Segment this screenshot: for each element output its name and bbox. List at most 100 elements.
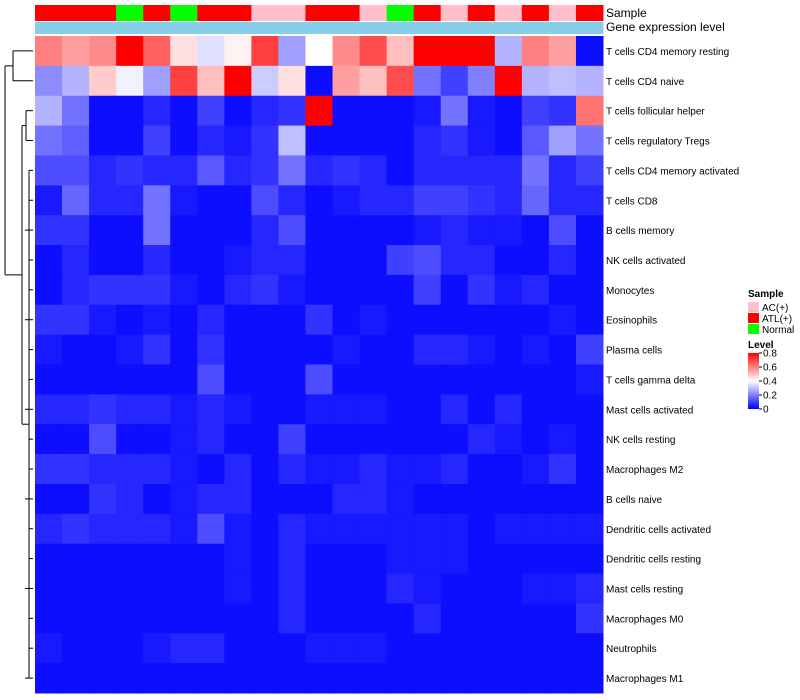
legend-level-tick-label: 0.8 [763, 349, 777, 360]
heatmap-cell [467, 454, 496, 485]
heatmap-cell [575, 334, 604, 365]
heatmap-cell [332, 334, 361, 365]
heatmap-cell [521, 394, 550, 425]
heatmap-cell [467, 274, 496, 306]
heatmap-cell [359, 185, 388, 216]
heatmap-cell [440, 513, 469, 545]
row-dendrogram [4, 50, 33, 679]
heatmap-cell [413, 573, 442, 604]
heatmap-cell [386, 633, 415, 664]
heatmap-cell [116, 125, 144, 156]
heatmap-cell [278, 304, 306, 336]
heatmap-cell [332, 245, 361, 276]
heatmap-cell [386, 394, 415, 425]
heatmap-cell [332, 274, 361, 306]
heatmap-cell [413, 334, 442, 365]
heatmap-cell [62, 65, 90, 97]
heatmap-cell [440, 125, 469, 156]
heatmap-cell [440, 424, 469, 455]
heatmap-cell [116, 424, 144, 455]
row-label: T cells CD4 memory activated [606, 166, 739, 177]
heatmap-cell [467, 245, 496, 276]
heatmap-cell [278, 394, 306, 425]
heatmap-cell [575, 364, 604, 395]
heatmap-cell [89, 245, 117, 276]
heatmap-cell [413, 364, 442, 395]
heatmap-cell [89, 36, 117, 67]
heatmap-cell [116, 364, 144, 395]
heatmap-cell [467, 573, 496, 604]
heatmap-cell [224, 155, 252, 186]
sample-annotation-cell [251, 5, 279, 21]
heatmap-cell [386, 424, 415, 455]
heatmap-cell [62, 95, 90, 127]
sample-annotation-cell [116, 5, 144, 21]
heatmap-cell [251, 543, 279, 575]
heatmap-cell [278, 215, 306, 246]
heatmap-cell [386, 155, 415, 186]
heatmap-cell [143, 603, 171, 634]
heatmap-cell [224, 454, 252, 485]
legend-entry-label: AC(+) [762, 303, 788, 314]
heatmap-cell [548, 424, 577, 455]
heatmap-cell [467, 424, 496, 455]
heatmap-cell [35, 543, 63, 575]
heatmap-cell [143, 334, 171, 365]
heatmap-cell [305, 304, 334, 336]
heatmap-cell [575, 36, 604, 67]
heatmap-cell [143, 573, 171, 604]
heatmap-cell [467, 603, 496, 634]
heatmap-cell [251, 603, 279, 634]
heatmap-cell [35, 573, 63, 604]
annotation-label-expression: Gene expression level [606, 20, 725, 34]
heatmap-cell [143, 65, 171, 97]
row-label: Macrophages M1 [606, 674, 684, 685]
heatmap-cell [197, 155, 225, 186]
heatmap-cell [494, 543, 523, 575]
heatmap-cell [386, 36, 415, 67]
expression-annotation-cell [467, 22, 496, 34]
heatmap-cell [359, 155, 388, 186]
heatmap-cell [359, 364, 388, 395]
heatmap-cell [359, 245, 388, 276]
sample-annotation-cell [170, 5, 198, 21]
heatmap-cell [359, 274, 388, 306]
heatmap-cell [170, 513, 198, 545]
heatmap-cell [278, 334, 306, 365]
row-label: Macrophages M2 [606, 465, 684, 476]
legend-swatch [748, 302, 759, 312]
heatmap-cell [413, 36, 442, 67]
heatmap-cell [359, 394, 388, 425]
heatmap-cell [548, 454, 577, 485]
heatmap-cell [413, 274, 442, 306]
heatmap-cell [251, 454, 279, 485]
heatmap-cell [116, 603, 144, 634]
heatmap-cell [143, 36, 171, 67]
heatmap-cell [575, 483, 604, 515]
sample-annotation-cell [305, 5, 334, 21]
heatmap-cell [278, 454, 306, 485]
heatmap-cell [494, 454, 523, 485]
sample-annotation-cell [224, 5, 252, 21]
legend-entry-label: Normal [762, 325, 794, 336]
heatmap-cell [494, 185, 523, 216]
heatmap-cell [521, 543, 550, 575]
heatmap-cell [89, 65, 117, 97]
row-label: Mast cells resting [606, 584, 683, 595]
heatmap-cell [62, 245, 90, 276]
heatmap-cell [116, 155, 144, 186]
sample-annotation-cell [575, 5, 604, 21]
heatmap-cell [251, 663, 279, 694]
heatmap-cell [413, 483, 442, 515]
heatmap-cell [521, 603, 550, 634]
heatmap-cell [251, 95, 279, 127]
heatmap-cell [170, 364, 198, 395]
heatmap-cell [116, 95, 144, 127]
row-labels: T cells CD4 memory resting T cells CD4 na… [606, 47, 739, 685]
heatmap-cell [278, 513, 306, 545]
heatmap-cell [62, 185, 90, 216]
heatmap-cell [116, 245, 144, 276]
heatmap-cell [413, 304, 442, 336]
legend-sample-entries: AC(+)ATL(+)Normal [748, 302, 794, 336]
